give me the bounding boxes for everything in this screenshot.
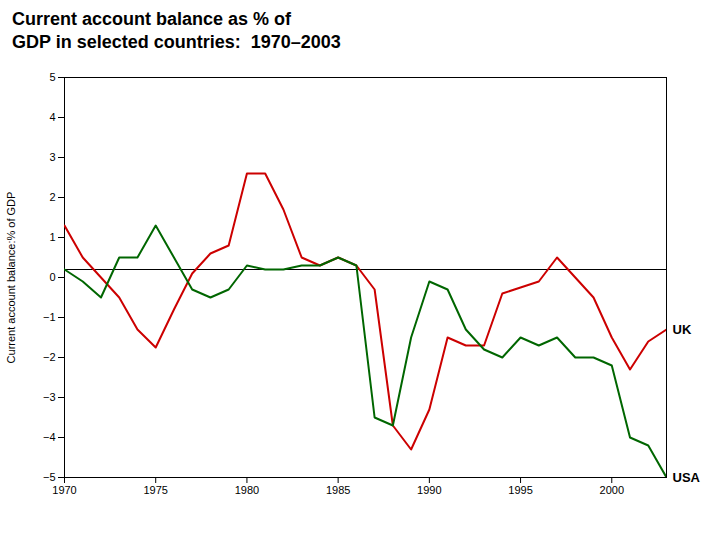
svg-text:−5: −5 [43,471,56,483]
svg-text:1: 1 [49,231,55,243]
svg-text:Current account balance:% of G: Current account balance:% of GDP [5,192,17,364]
svg-text:1980: 1980 [235,484,259,496]
svg-text:2000: 2000 [600,484,624,496]
svg-text:1975: 1975 [143,484,167,496]
svg-text:−1: −1 [43,311,56,323]
svg-text:−2: −2 [43,351,56,363]
html-text:Current account balance as % o: Current account balance as % of GDP in s… [12,9,341,52]
svg-text:2: 2 [49,191,55,203]
svg-text:3: 3 [49,151,55,163]
svg-text:4: 4 [49,111,55,123]
svg-text:1970: 1970 [52,484,76,496]
svg-text:USA: USA [673,470,701,485]
svg-text:−3: −3 [43,391,56,403]
svg-text:−4: −4 [43,431,56,443]
svg-text:5: 5 [49,71,55,83]
svg-text:UK: UK [673,322,692,337]
svg-text:0: 0 [49,271,55,283]
svg-text:1985: 1985 [326,484,350,496]
svg-text:1995: 1995 [508,484,532,496]
svg-text:1990: 1990 [417,484,441,496]
